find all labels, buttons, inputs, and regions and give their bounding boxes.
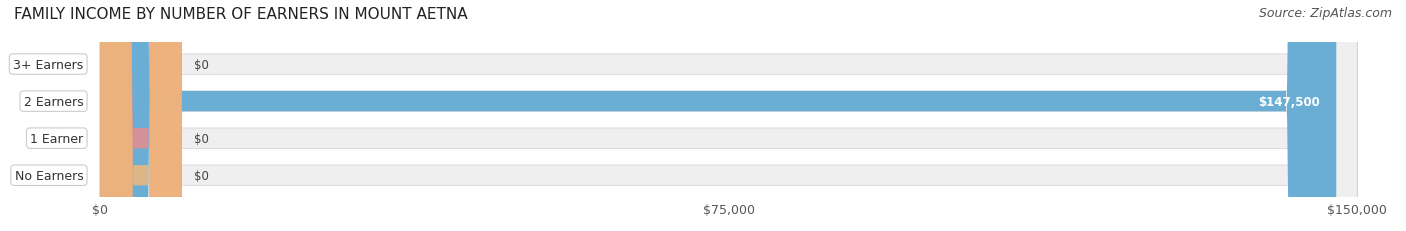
FancyBboxPatch shape (100, 0, 1357, 231)
Text: $147,500: $147,500 (1258, 95, 1319, 108)
Text: No Earners: No Earners (14, 169, 83, 182)
Text: 2 Earners: 2 Earners (24, 95, 83, 108)
FancyBboxPatch shape (100, 0, 1357, 231)
Text: $0: $0 (194, 132, 209, 145)
Text: 3+ Earners: 3+ Earners (13, 58, 83, 71)
Text: 1 Earner: 1 Earner (30, 132, 83, 145)
Text: $0: $0 (194, 58, 209, 71)
FancyBboxPatch shape (100, 0, 181, 231)
Text: Source: ZipAtlas.com: Source: ZipAtlas.com (1258, 7, 1392, 20)
FancyBboxPatch shape (100, 0, 1357, 231)
Text: FAMILY INCOME BY NUMBER OF EARNERS IN MOUNT AETNA: FAMILY INCOME BY NUMBER OF EARNERS IN MO… (14, 7, 468, 22)
FancyBboxPatch shape (100, 0, 1357, 231)
FancyBboxPatch shape (100, 0, 1336, 231)
FancyBboxPatch shape (100, 0, 181, 231)
Text: $0: $0 (194, 169, 209, 182)
FancyBboxPatch shape (100, 0, 181, 231)
